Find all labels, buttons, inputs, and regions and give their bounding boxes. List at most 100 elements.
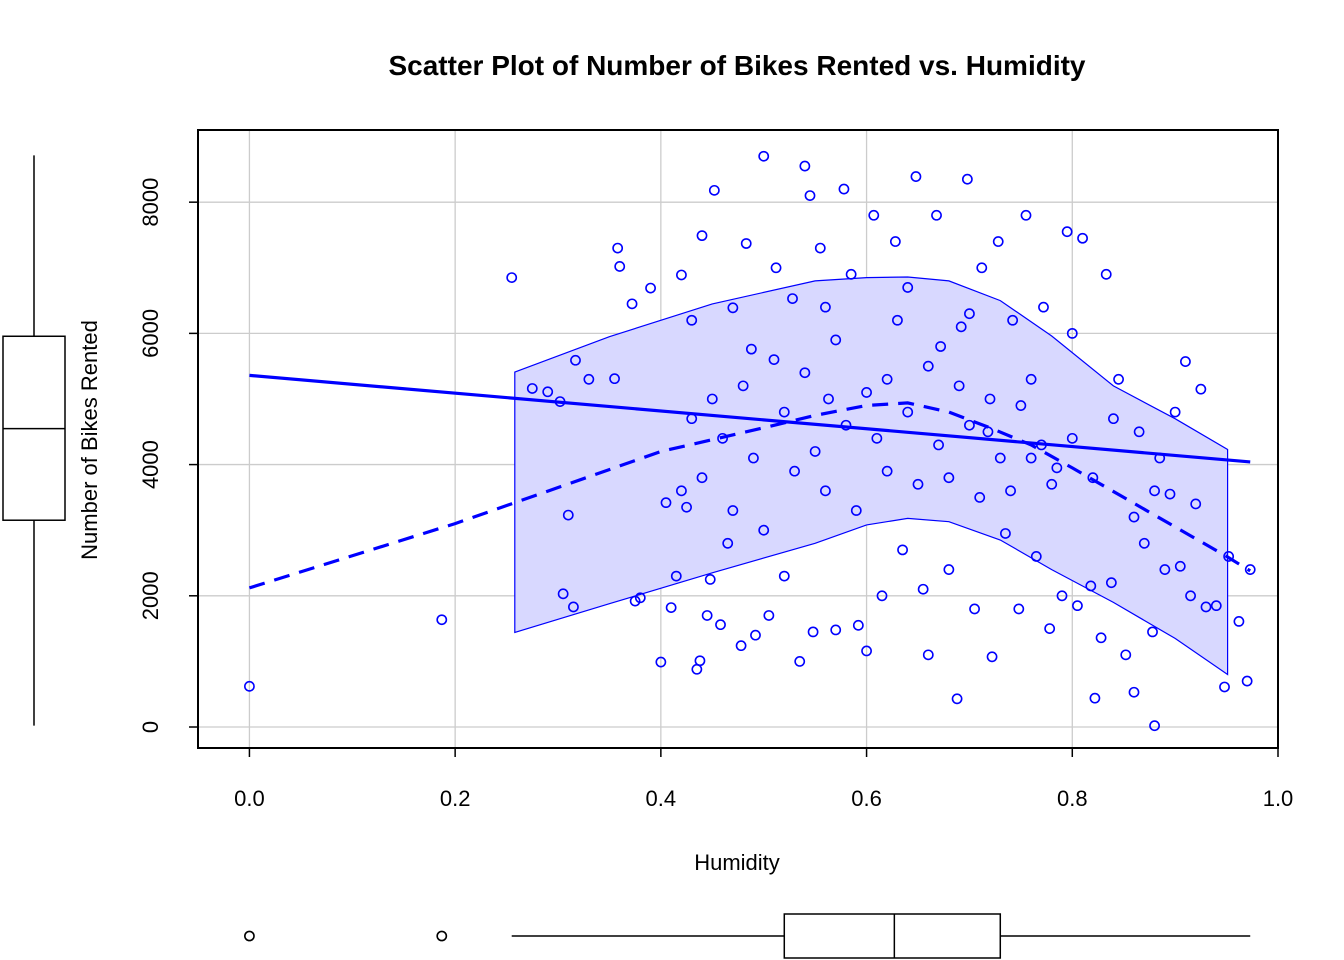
data-point-131 [933,439,944,451]
data-point-48 [823,393,834,405]
data-point-2 [506,272,518,284]
data-point-109 [1200,601,1212,613]
data-point-22 [676,269,687,281]
data-point-134 [964,419,975,431]
x-tick-label-3: 0.6 [851,786,882,811]
x-axis-label: Humidity [694,850,780,875]
data-point-119 [809,446,821,457]
data-point-143 [748,452,759,464]
confidence-band-area [514,276,1229,676]
x-tick-label-0: 0.0 [234,786,265,811]
data-point-65 [943,564,955,575]
data-point-132 [943,472,955,484]
data-point-80 [1038,301,1049,313]
data-point-139 [1015,400,1027,411]
data-point-145 [768,354,780,366]
data-point-20 [665,602,677,614]
y-tick-label-0: 0 [138,721,163,733]
data-point-42 [787,293,798,305]
data-point-73 [992,236,1004,247]
smooth-fit-line [248,401,1252,590]
data-point-116 [778,406,790,418]
data-point-123 [850,505,862,516]
data-point-90 [1095,632,1107,644]
data-point-36 [745,343,757,355]
chart-title: Scatter Plot of Number of Bikes Rented v… [388,50,1085,81]
data-point-81 [1044,623,1056,634]
data-point-138 [1005,485,1016,497]
data-point-34 [735,640,747,652]
data-point-98 [1147,626,1158,638]
data-point-124 [861,387,872,398]
data-point-52 [852,619,864,631]
data-point-24 [686,314,698,326]
data-point-140 [717,432,728,444]
data-point-144 [758,524,770,536]
data-point-75 [1007,314,1019,326]
data-point-120 [820,485,831,497]
linear-fit-line [249,373,1251,464]
y-tick-label-3: 6000 [138,309,163,358]
data-point-149 [676,485,687,497]
data-point-97 [1138,537,1150,549]
data-point-64 [935,341,947,352]
data-point-13 [614,261,626,272]
data-point-137 [994,452,1006,464]
data-point-95 [1128,686,1140,698]
data-point-85 [1066,327,1078,339]
axes: 0.0 0.2 0.4 0.6 0.8 1.0 0 2000 4000 6000 8000 [138,129,1293,811]
data-point-92 [1105,577,1117,589]
data-point-32 [722,537,734,549]
data-point-35 [740,238,752,249]
x-box-body [783,913,1002,959]
data-point-87 [1077,232,1088,244]
data-point-84 [1061,226,1073,238]
data-point-31 [715,619,726,631]
data-point-82 [1051,462,1063,474]
data-point-21 [670,570,682,582]
data-point-3 [526,383,538,394]
data-point-154 [1108,413,1119,425]
data-point-113 [1233,615,1245,627]
data-point-40 [770,262,782,274]
data-point-110 [1210,600,1222,612]
data-point-105 [1180,356,1191,367]
fit-lines [248,373,1252,590]
data-point-77 [1020,209,1032,221]
data-point-45 [804,190,816,202]
data-point-104 [1174,560,1186,572]
data-point-101 [1159,564,1171,575]
data-point-1 [436,614,448,626]
data-point-118 [799,367,811,379]
y-boxplot [2,155,66,726]
data-point-33 [727,302,739,314]
data-point-9 [570,354,581,366]
confidence-band [514,276,1229,676]
data-point-57 [889,236,901,247]
data-point-11 [609,373,620,385]
data-point-61 [917,583,929,595]
data-point-108 [1195,383,1207,395]
data-point-158 [964,308,975,320]
data-point-142 [737,380,749,392]
data-point-58 [897,544,908,556]
data-point-146 [696,472,708,484]
data-point-23 [681,501,692,513]
data-point-51 [845,268,857,280]
data-point-56 [881,373,893,385]
data-point-106 [1185,590,1196,602]
data-point-28 [701,610,713,621]
data-point-59 [902,282,914,293]
data-point-76 [1013,603,1025,615]
data-point-70 [976,262,988,274]
data-point-46 [807,626,819,638]
data-point-96 [1133,426,1145,438]
data-point-125 [871,432,883,444]
data-point-79 [1030,551,1042,562]
data-point-7 [562,509,574,521]
data-point-54 [868,209,880,221]
data-point-63 [931,209,942,221]
data-point-74 [1000,528,1011,539]
data-point-12 [612,242,624,254]
